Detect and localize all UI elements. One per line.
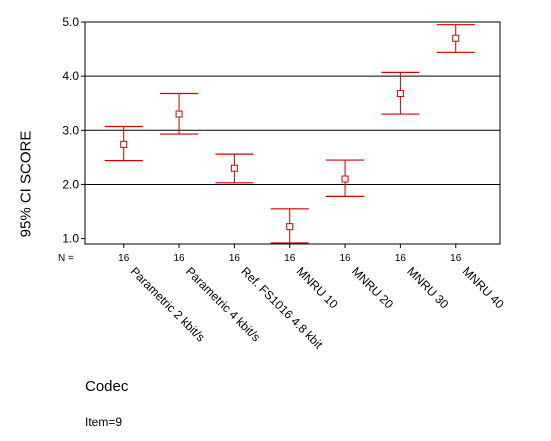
n-count: 16 xyxy=(229,253,241,264)
n-count: 16 xyxy=(174,253,186,264)
x-axis-label: Codec xyxy=(85,378,129,395)
n-count: 16 xyxy=(395,253,407,264)
mean-marker xyxy=(452,34,460,42)
n-count: 16 xyxy=(340,253,352,264)
y-tick-label: 3.0 xyxy=(62,123,79,137)
mean-marker xyxy=(175,110,183,118)
n-count: 16 xyxy=(284,253,296,264)
n-label: N = xyxy=(58,253,74,264)
y-tick-label: 1.0 xyxy=(62,232,79,246)
mean-marker xyxy=(396,89,404,97)
category-label: MNRU 30 xyxy=(404,264,451,311)
n-count: 16 xyxy=(450,253,462,264)
y-axis-label: 95% CI SCORE xyxy=(17,130,35,238)
category-label: MNRU 20 xyxy=(349,264,396,311)
n-count: 16 xyxy=(118,253,130,264)
mean-marker xyxy=(230,164,238,172)
item-note: Item=9 xyxy=(85,415,123,429)
y-tick-label: 2.0 xyxy=(62,177,79,191)
mean-marker xyxy=(120,140,128,148)
plot-frame xyxy=(84,21,501,245)
y-tick-label: 5.0 xyxy=(62,15,79,29)
mean-marker xyxy=(341,175,349,183)
mean-marker xyxy=(286,223,294,231)
y-tick-label: 4.0 xyxy=(62,69,79,83)
category-label: MNRU 10 xyxy=(294,264,341,311)
category-label: MNRU 40 xyxy=(460,264,507,311)
